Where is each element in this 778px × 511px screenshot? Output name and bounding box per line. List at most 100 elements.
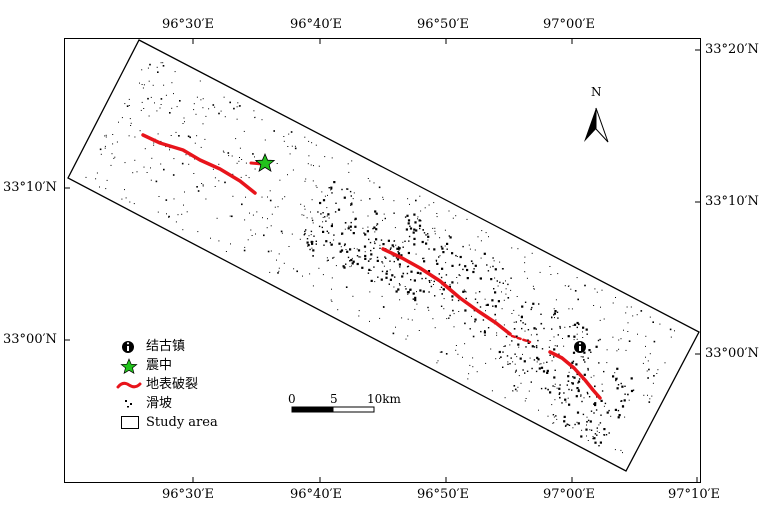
landslide-dot [370,279,373,282]
landslide-dot [568,388,570,391]
landslide-dot [373,247,375,249]
landslide-dot [484,330,486,332]
scale-bar [291,406,375,413]
landslide-dot [410,270,413,273]
landslide-dot [325,240,328,243]
landslide-dot [502,282,504,284]
landslide-dot [590,410,593,412]
landslide-dot [524,301,527,303]
landslide-dot [182,229,184,231]
landslide-dot [499,357,501,359]
landslide-dot [572,427,574,429]
legend-town-info-circle-icon [122,341,134,353]
landslide-dot [476,301,479,304]
landslide-dot [351,202,353,204]
landslide-dot [289,153,291,155]
landslide-dot [267,196,268,198]
landslide-dot [599,338,601,341]
landslide-dot [657,369,659,371]
landslide-dot [600,414,602,416]
landslide-dot [132,172,134,174]
landslide-dot [615,379,617,382]
landslide-dot [251,235,253,236]
north-label: N [591,85,602,99]
landslide-dot [250,229,252,231]
map-frame [64,38,701,483]
landslide-dot [279,179,281,181]
landslide-dot [524,372,526,374]
landslide-dot [590,376,592,378]
landslide-dot [440,351,443,353]
landslide-dot [357,249,361,252]
landslide-dot [435,259,438,262]
landslide-dot [452,217,454,219]
landslide-dot [369,320,370,322]
landslide-dot [410,279,412,281]
landslide-dot [354,225,357,228]
landslide-dot [366,230,369,233]
landslide-dot [455,215,457,217]
landslide-dot [559,325,561,328]
landslide-dot [409,227,413,230]
landslide-dot [473,268,475,270]
landslide-dot [567,397,569,399]
landslide-dot [568,308,570,310]
landslide-dot [512,390,514,392]
landslide-dot [492,305,494,307]
landslide-dot [538,367,541,370]
landslide-dot [531,367,533,370]
landslide-dot [472,357,474,359]
landslide-dot [448,210,450,212]
landslide-dot [576,277,578,279]
landslide-dot [512,361,514,363]
landslide-dot [312,249,315,252]
landslide-dot [370,258,372,260]
landslide-dot [393,286,395,288]
landslide-dot [527,329,530,331]
landslide-dot [509,344,511,346]
landslide-dot [153,142,155,144]
bottom-tick-label-3: 96°50′E [417,487,470,502]
landslide-dot [330,299,332,301]
landslide-dot [576,411,580,414]
landslide-dot [112,143,114,145]
landslide-dot [408,235,411,238]
landslide-dot [630,377,633,380]
landslide-dot [139,82,140,84]
landslide-dot [165,94,167,96]
landslide-dot [521,315,523,317]
landslide-dot [444,245,446,247]
landslide-dot [440,286,443,288]
landslide-dot [606,349,608,351]
landslide-dot [514,353,516,355]
landslide-dot [457,299,460,302]
landslide-dot [649,398,651,400]
landslide-dot [147,97,149,100]
landslide-dot [520,382,522,384]
landslide-dot [621,385,624,388]
landslide-dot [556,418,558,420]
landslide-dot [540,363,542,365]
landslide-dot [492,257,494,259]
landslide-dot [276,259,277,261]
landslide-dot [505,288,507,290]
landslide-dot [364,251,366,253]
landslide-dot [517,343,520,346]
landslide-dot [581,400,583,403]
landslide-dot [143,84,145,86]
landslide-dot [543,327,545,330]
landslide-dot [566,423,568,425]
legend-rupture-line [116,381,142,389]
landslide-dot [354,217,357,220]
landslide-dot [456,256,458,257]
landslide-dot [405,338,407,340]
landslide-dot [382,306,385,308]
landslide-dot [414,221,417,224]
landslide-dot [433,280,435,283]
landslide-dot [522,353,523,355]
landslide-dot [154,102,155,104]
landslide-dot [160,98,163,100]
landslide-dot [104,135,106,137]
landslide-dot [485,310,486,312]
